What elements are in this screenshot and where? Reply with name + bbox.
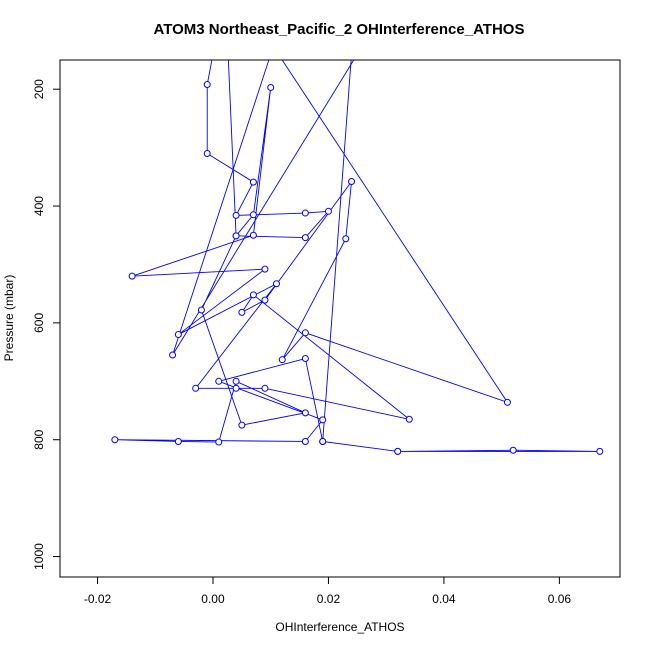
data-point xyxy=(324,207,332,215)
data-point xyxy=(128,272,136,280)
data-point xyxy=(169,351,177,359)
data-point xyxy=(267,83,275,91)
data-point xyxy=(503,398,511,406)
data-point xyxy=(301,329,309,337)
data-point xyxy=(232,211,240,219)
data-point xyxy=(301,409,309,417)
data-point xyxy=(319,437,327,445)
data-point xyxy=(272,280,280,288)
y-axis: 200 400 600 800 1000 xyxy=(32,79,60,570)
data-point xyxy=(238,421,246,429)
x-tick-label: -0.02 xyxy=(84,592,112,606)
data-point xyxy=(111,436,119,444)
data-point xyxy=(261,296,269,304)
x-tick-label: 0.04 xyxy=(432,592,456,606)
data-point xyxy=(232,384,240,392)
data-point xyxy=(278,356,286,364)
data-point xyxy=(232,377,240,385)
data-point xyxy=(301,437,309,445)
data-point xyxy=(215,377,223,385)
y-tick-label: 1000 xyxy=(32,543,46,570)
data-point xyxy=(405,415,413,423)
data-point xyxy=(197,306,205,314)
data-point xyxy=(249,291,257,299)
data-point xyxy=(203,81,211,89)
data-point xyxy=(215,438,223,446)
data-point xyxy=(261,384,269,392)
data-point xyxy=(301,355,309,363)
y-tick-label: 400 xyxy=(32,196,46,216)
data-point xyxy=(348,178,356,186)
data-point xyxy=(596,447,604,455)
plot-area xyxy=(111,60,604,455)
x-tick-label: 0.06 xyxy=(548,592,572,606)
data-point xyxy=(192,384,200,392)
data-point xyxy=(174,331,182,339)
data-point xyxy=(301,234,309,242)
y-axis-label: Pressure (mbar) xyxy=(2,275,16,362)
plot-frame xyxy=(59,59,621,578)
data-point xyxy=(394,447,402,455)
x-tick-label: 0.02 xyxy=(317,592,341,606)
data-point xyxy=(249,211,257,219)
data-point xyxy=(203,149,211,157)
data-point xyxy=(261,265,269,273)
y-tick-label: 200 xyxy=(32,79,46,99)
data-point xyxy=(249,178,257,186)
data-point xyxy=(249,231,257,239)
data-point xyxy=(174,437,182,445)
series-line xyxy=(114,60,600,452)
data-point xyxy=(342,235,350,243)
x-tick-label: 0.00 xyxy=(201,592,225,606)
x-axis: -0.02 0.00 0.02 0.04 0.06 xyxy=(84,577,572,606)
data-point xyxy=(509,446,517,454)
data-point xyxy=(301,209,309,217)
chart-title: ATOM3 Northeast_Pacific_2 OHInterference… xyxy=(154,21,525,38)
data-point xyxy=(319,416,327,424)
data-point xyxy=(238,308,246,316)
x-axis-label: OHInterference_ATHOS xyxy=(275,620,404,634)
data-point xyxy=(232,232,240,240)
y-tick-label: 800 xyxy=(32,429,46,449)
y-tick-label: 600 xyxy=(32,313,46,333)
